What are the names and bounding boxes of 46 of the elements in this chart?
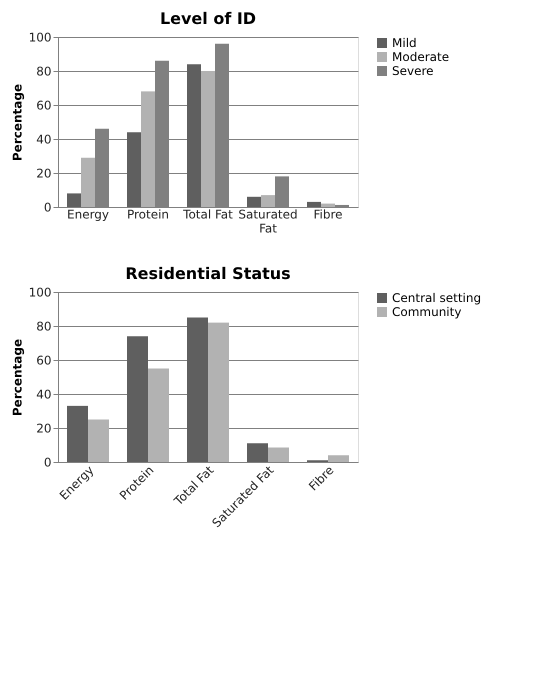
bar: [247, 443, 268, 462]
y-tick-label: 80: [36, 320, 52, 334]
x-tick-label: Fibre: [313, 208, 343, 222]
bar: [328, 455, 349, 462]
bar: [67, 193, 81, 207]
y-tick-label: 60: [36, 354, 52, 368]
y-tick-label: 0: [44, 200, 52, 214]
y-axis-title: Percentage: [10, 84, 25, 162]
y-tick-label: 80: [36, 64, 52, 78]
bar: [67, 406, 88, 462]
bar: [148, 368, 169, 462]
bar: [141, 91, 155, 207]
bar: [81, 158, 95, 207]
chart-title: Residential Status: [125, 264, 291, 283]
bar: [247, 196, 261, 207]
x-tick-label: Total Fat: [182, 208, 234, 222]
legend-label: Central setting: [392, 291, 482, 305]
bar: [201, 71, 215, 207]
y-tick-label: 40: [36, 132, 52, 146]
bar: [268, 448, 289, 462]
bar: [261, 195, 275, 207]
legend-label: Severe: [392, 64, 434, 78]
y-tick-label: 20: [36, 166, 52, 180]
y-tick-label: 0: [44, 456, 52, 470]
legend-label: Community: [392, 305, 462, 319]
legend-label: Moderate: [392, 50, 450, 64]
bar: [208, 322, 229, 462]
x-tick-label: Protein: [126, 208, 170, 222]
legend-label: Mild: [392, 36, 417, 50]
y-tick-label: 100: [28, 286, 52, 300]
bar: [127, 132, 141, 207]
y-tick-label: 100: [28, 30, 52, 44]
bar: [321, 204, 335, 207]
bar: [127, 336, 148, 462]
y-axis-title: Percentage: [10, 338, 25, 416]
bar: [275, 176, 289, 207]
bar: [187, 64, 201, 207]
bar: [307, 202, 321, 207]
y-tick-label: 20: [36, 422, 52, 436]
bar: [88, 420, 109, 462]
y-tick-label: 40: [36, 388, 52, 402]
y-tick-label: 60: [36, 98, 52, 112]
x-tick-label: Energy: [66, 208, 110, 222]
bar: [187, 318, 208, 462]
x-tick-label: Saturated Fat: [238, 208, 298, 236]
chart-title: Level of ID: [160, 9, 256, 28]
